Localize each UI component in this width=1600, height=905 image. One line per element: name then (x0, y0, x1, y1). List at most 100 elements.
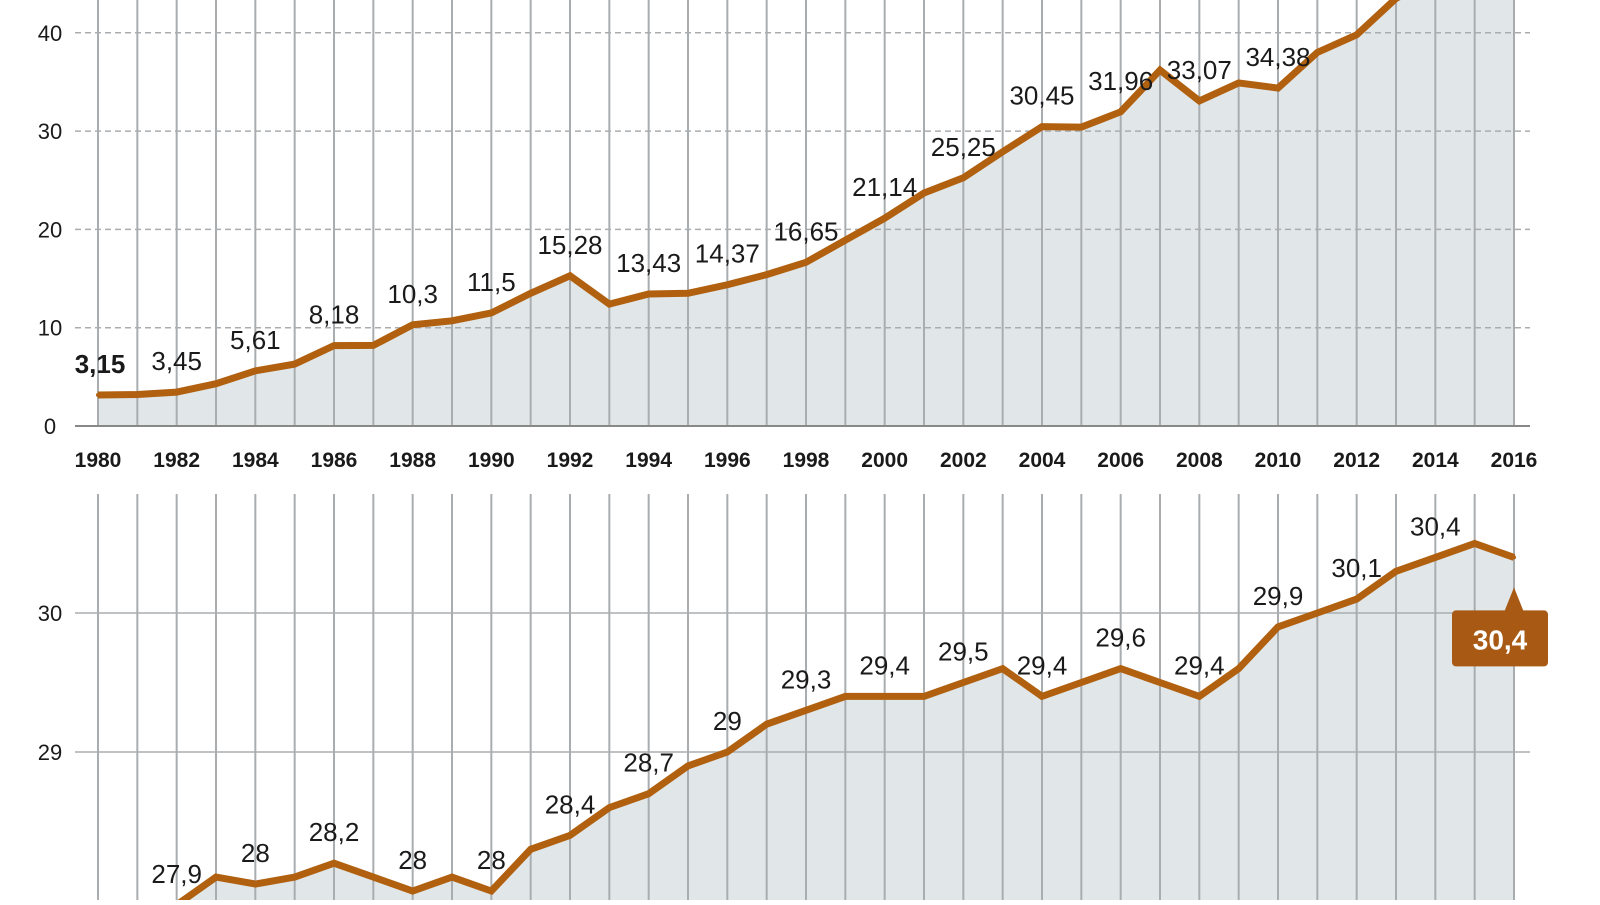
data-point (135, 393, 139, 397)
data-label: 21,14 (852, 172, 917, 202)
data-label: 29,4 (1017, 650, 1068, 680)
data-point (371, 875, 375, 879)
data-label: 27,9 (151, 859, 202, 889)
y-tick-label: 0 (44, 414, 56, 439)
x-tick-label: 2000 (861, 449, 908, 472)
data-point (1315, 50, 1319, 54)
data-point (1355, 597, 1359, 601)
x-tick-label: 1988 (389, 449, 436, 472)
x-tick-label: 2010 (1255, 449, 1302, 472)
data-label: 16,65 (773, 216, 838, 246)
data-label: 3,45 (151, 346, 202, 376)
data-point (765, 722, 769, 726)
data-point (1197, 694, 1201, 698)
data-point (1512, 555, 1516, 559)
data-point (253, 369, 257, 373)
data-point (214, 382, 218, 386)
data-label: 28 (241, 838, 270, 868)
data-label: 29,5 (938, 637, 989, 667)
data-point (529, 847, 533, 851)
data-point (529, 291, 533, 295)
data-point (1119, 667, 1123, 671)
x-tick-label: 1990 (468, 449, 515, 472)
x-tick-label: 2014 (1412, 449, 1459, 472)
y-tick-label: 29 (38, 740, 62, 765)
data-point (843, 238, 847, 242)
data-label: 30,1 (1331, 553, 1382, 583)
x-tick-label: 2006 (1097, 449, 1144, 472)
x-tick-label: 2012 (1333, 449, 1380, 472)
data-label: 34,38 (1245, 42, 1310, 72)
x-tick-label: 2004 (1019, 449, 1066, 472)
data-label: 28,4 (545, 789, 596, 819)
data-point (332, 861, 336, 865)
x-tick-label: 1986 (311, 449, 358, 472)
data-label: 25,25 (931, 132, 996, 162)
data-label: 3,15 (75, 349, 126, 379)
data-point (1276, 625, 1280, 629)
data-label: 28,2 (309, 817, 360, 847)
data-point (489, 311, 493, 315)
data-label: 14,37 (695, 239, 760, 269)
x-tick-label: 1994 (625, 449, 672, 472)
data-point (686, 764, 690, 768)
x-tick-label: 2016 (1491, 449, 1538, 472)
data-point (765, 273, 769, 277)
data-label: 5,61 (230, 325, 281, 355)
data-point (175, 390, 179, 394)
data-point (489, 889, 493, 893)
data-point (922, 191, 926, 195)
data-label: 29,3 (781, 664, 832, 694)
y-tick-label: 40 (38, 21, 62, 46)
data-point (1001, 667, 1005, 671)
data-point (1237, 81, 1241, 85)
data-point (961, 176, 965, 180)
x-tick-label: 1982 (153, 449, 200, 472)
x-tick-label: 2002 (940, 449, 987, 472)
data-point (686, 291, 690, 295)
data-label: 8,18 (309, 300, 360, 330)
data-point (1197, 99, 1201, 103)
data-point (843, 694, 847, 698)
data-point (293, 875, 297, 879)
data-point (332, 344, 336, 348)
data-label: 31,96 (1088, 66, 1153, 96)
data-label: 28 (398, 845, 427, 875)
data-point (883, 694, 887, 698)
data-label: 30,4 (1410, 511, 1461, 541)
data-label: 29 (713, 706, 742, 736)
y-tick-label: 20 (38, 217, 62, 242)
data-point (1158, 68, 1162, 72)
data-point (647, 292, 651, 296)
data-label: 10,3 (387, 279, 438, 309)
data-point (725, 283, 729, 287)
data-label: 28,7 (623, 748, 674, 778)
data-label: 29,4 (859, 650, 910, 680)
x-tick-label: 1980 (75, 449, 122, 472)
data-point (1237, 667, 1241, 671)
data-point (371, 343, 375, 347)
data-point (1473, 542, 1477, 546)
data-point (1355, 33, 1359, 37)
data-point (883, 216, 887, 220)
y-tick-label: 30 (38, 601, 62, 626)
data-point (568, 833, 572, 837)
data-point (961, 681, 965, 685)
x-tick-label: 1998 (783, 449, 830, 472)
data-point (450, 875, 454, 879)
x-tick-label: 1992 (547, 449, 594, 472)
x-tick-label: 1996 (704, 449, 751, 472)
data-label: 15,28 (537, 230, 602, 260)
data-label: 30,45 (1009, 81, 1074, 111)
callout-label: 30,4 (1473, 624, 1528, 655)
data-label: 29,4 (1174, 650, 1225, 680)
y-tick-label: 10 (38, 316, 62, 341)
x-tick-label: 2008 (1176, 449, 1223, 472)
data-point (450, 319, 454, 323)
panel-2: 293027,627,92828,2282828,428,72929,329,4… (38, 494, 1548, 900)
data-point (1276, 86, 1280, 90)
data-point (1001, 150, 1005, 154)
data-label: 33,07 (1167, 55, 1232, 85)
data-point (1158, 681, 1162, 685)
